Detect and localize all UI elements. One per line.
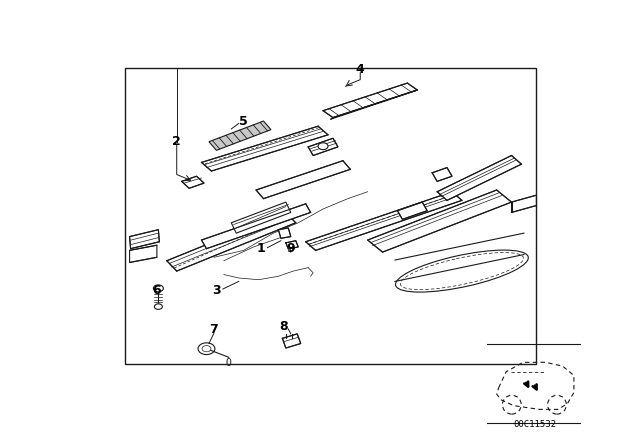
Polygon shape (231, 202, 291, 233)
Text: 7: 7 (209, 323, 218, 336)
Circle shape (202, 345, 211, 352)
Text: 6: 6 (152, 284, 161, 297)
Circle shape (154, 285, 163, 292)
Text: 3: 3 (212, 284, 221, 297)
Polygon shape (286, 241, 298, 249)
Polygon shape (202, 204, 310, 249)
Polygon shape (182, 176, 204, 188)
Polygon shape (256, 161, 350, 198)
Polygon shape (129, 245, 157, 263)
Polygon shape (282, 334, 301, 348)
Polygon shape (437, 155, 522, 200)
Text: O: O (226, 358, 232, 368)
Polygon shape (202, 126, 328, 171)
Circle shape (154, 304, 163, 310)
Polygon shape (306, 192, 462, 250)
Text: 1: 1 (257, 242, 266, 255)
Polygon shape (167, 212, 296, 271)
Polygon shape (129, 230, 159, 249)
Text: 4: 4 (356, 63, 365, 76)
Bar (125, 68, 536, 364)
Polygon shape (397, 202, 428, 220)
Polygon shape (432, 168, 452, 181)
Circle shape (198, 343, 215, 354)
Circle shape (318, 143, 328, 150)
Polygon shape (209, 121, 271, 151)
Polygon shape (330, 90, 417, 119)
Polygon shape (308, 138, 338, 155)
Text: 8: 8 (279, 320, 287, 333)
Polygon shape (278, 228, 291, 238)
Polygon shape (511, 195, 536, 212)
Ellipse shape (396, 250, 529, 292)
Text: 2: 2 (172, 135, 181, 148)
Text: 9: 9 (287, 242, 295, 255)
Polygon shape (323, 83, 417, 117)
Text: 00C11532: 00C11532 (513, 420, 556, 429)
Text: 5: 5 (239, 115, 248, 128)
Ellipse shape (401, 253, 524, 289)
Polygon shape (367, 190, 511, 252)
